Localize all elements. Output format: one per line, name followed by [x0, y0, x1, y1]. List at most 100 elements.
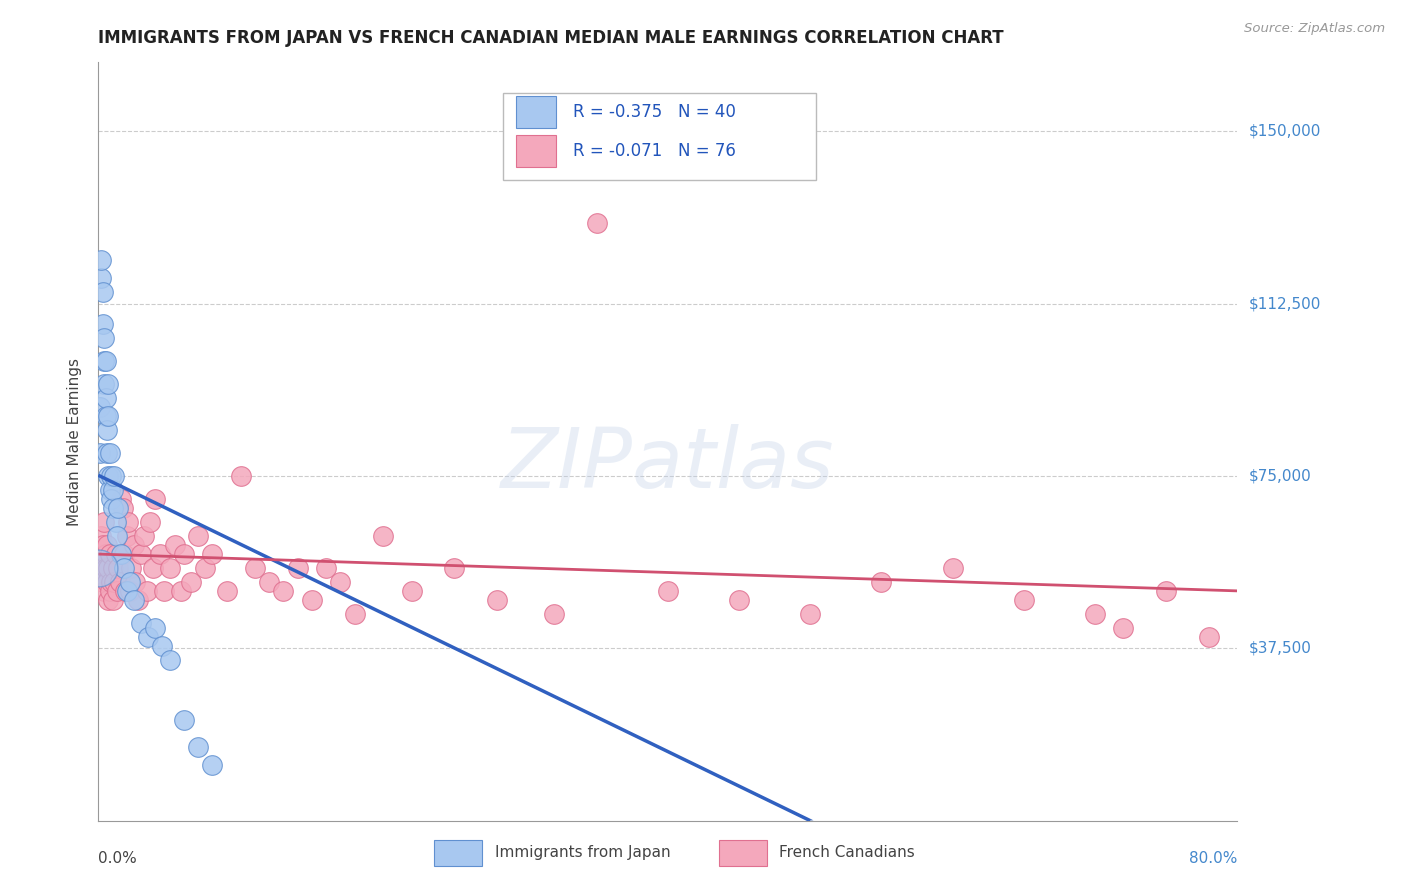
- Point: [173, 547, 195, 561]
- Point: [103, 469, 125, 483]
- Point: [112, 547, 135, 561]
- Point: [93, 354, 115, 368]
- Point: [201, 758, 224, 772]
- Point: [122, 538, 145, 552]
- Point: [90, 529, 112, 543]
- Point: [942, 561, 965, 575]
- Point: [104, 515, 127, 529]
- Point: [187, 529, 209, 543]
- Text: 0.0%: 0.0%: [98, 851, 138, 866]
- Point: [96, 574, 118, 589]
- Point: [90, 271, 112, 285]
- Point: [105, 583, 128, 598]
- Point: [145, 491, 167, 506]
- Point: [120, 561, 142, 575]
- Text: 80.0%: 80.0%: [1189, 851, 1237, 866]
- Point: [90, 561, 112, 575]
- Text: $112,500: $112,500: [1249, 296, 1320, 311]
- Point: [170, 583, 193, 598]
- Point: [343, 607, 366, 621]
- Point: [180, 574, 202, 589]
- Bar: [434, 839, 482, 866]
- Point: [132, 529, 155, 543]
- Point: [101, 501, 124, 516]
- Point: [1084, 607, 1107, 621]
- Point: [97, 593, 120, 607]
- Point: [96, 538, 118, 552]
- Point: [315, 561, 337, 575]
- Point: [159, 653, 181, 667]
- Point: [159, 561, 181, 575]
- Point: [273, 583, 295, 598]
- Point: [91, 538, 114, 552]
- Point: [127, 593, 149, 607]
- Point: [141, 561, 163, 575]
- Point: [229, 469, 252, 483]
- Point: [98, 483, 121, 497]
- Point: [107, 561, 129, 575]
- Point: [149, 547, 172, 561]
- Text: $150,000: $150,000: [1249, 124, 1320, 139]
- Point: [486, 593, 509, 607]
- Point: [104, 547, 127, 561]
- Point: [90, 253, 112, 268]
- Point: [657, 583, 679, 598]
- Point: [89, 400, 111, 414]
- Point: [124, 574, 146, 589]
- Point: [301, 593, 323, 607]
- Point: [94, 391, 117, 405]
- Point: [89, 446, 111, 460]
- FancyBboxPatch shape: [503, 93, 815, 180]
- Point: [91, 285, 114, 300]
- Point: [1112, 621, 1135, 635]
- Point: [215, 583, 238, 598]
- Point: [201, 547, 224, 561]
- Point: [101, 483, 124, 497]
- Point: [97, 409, 120, 424]
- Point: [870, 574, 893, 589]
- Text: $75,000: $75,000: [1249, 468, 1312, 483]
- Text: ZIPatlas: ZIPatlas: [501, 424, 835, 505]
- Point: [152, 639, 174, 653]
- Point: [153, 583, 176, 598]
- Point: [145, 621, 167, 635]
- Bar: [516, 135, 557, 167]
- Point: [94, 561, 117, 575]
- Y-axis label: Median Male Earnings: Median Male Earnings: [67, 358, 83, 525]
- Point: [93, 377, 115, 392]
- Point: [187, 740, 209, 755]
- Point: [100, 574, 122, 589]
- Point: [93, 583, 115, 598]
- Point: [194, 561, 217, 575]
- Text: Source: ZipAtlas.com: Source: ZipAtlas.com: [1244, 22, 1385, 36]
- Text: R = -0.071   N = 76: R = -0.071 N = 76: [574, 142, 737, 160]
- Point: [101, 593, 124, 607]
- Point: [799, 607, 821, 621]
- Point: [136, 630, 159, 644]
- Point: [585, 216, 607, 230]
- Point: [91, 574, 114, 589]
- Point: [129, 547, 152, 561]
- Point: [89, 561, 111, 575]
- Point: [97, 469, 120, 483]
- Point: [96, 446, 118, 460]
- Point: [543, 607, 565, 621]
- Point: [94, 547, 117, 561]
- Point: [118, 583, 141, 598]
- Text: R = -0.375   N = 40: R = -0.375 N = 40: [574, 103, 737, 120]
- Text: Immigrants from Japan: Immigrants from Japan: [495, 846, 671, 861]
- Point: [111, 501, 134, 516]
- Point: [93, 515, 115, 529]
- Text: French Canadians: French Canadians: [779, 846, 915, 861]
- Point: [112, 561, 135, 575]
- Point: [117, 515, 139, 529]
- Point: [96, 423, 118, 437]
- Point: [110, 547, 132, 561]
- Point: [1154, 583, 1177, 598]
- Point: [129, 615, 152, 630]
- Point: [138, 515, 160, 529]
- Point: [100, 469, 122, 483]
- Bar: [718, 839, 766, 866]
- Point: [114, 583, 136, 598]
- Point: [165, 538, 187, 552]
